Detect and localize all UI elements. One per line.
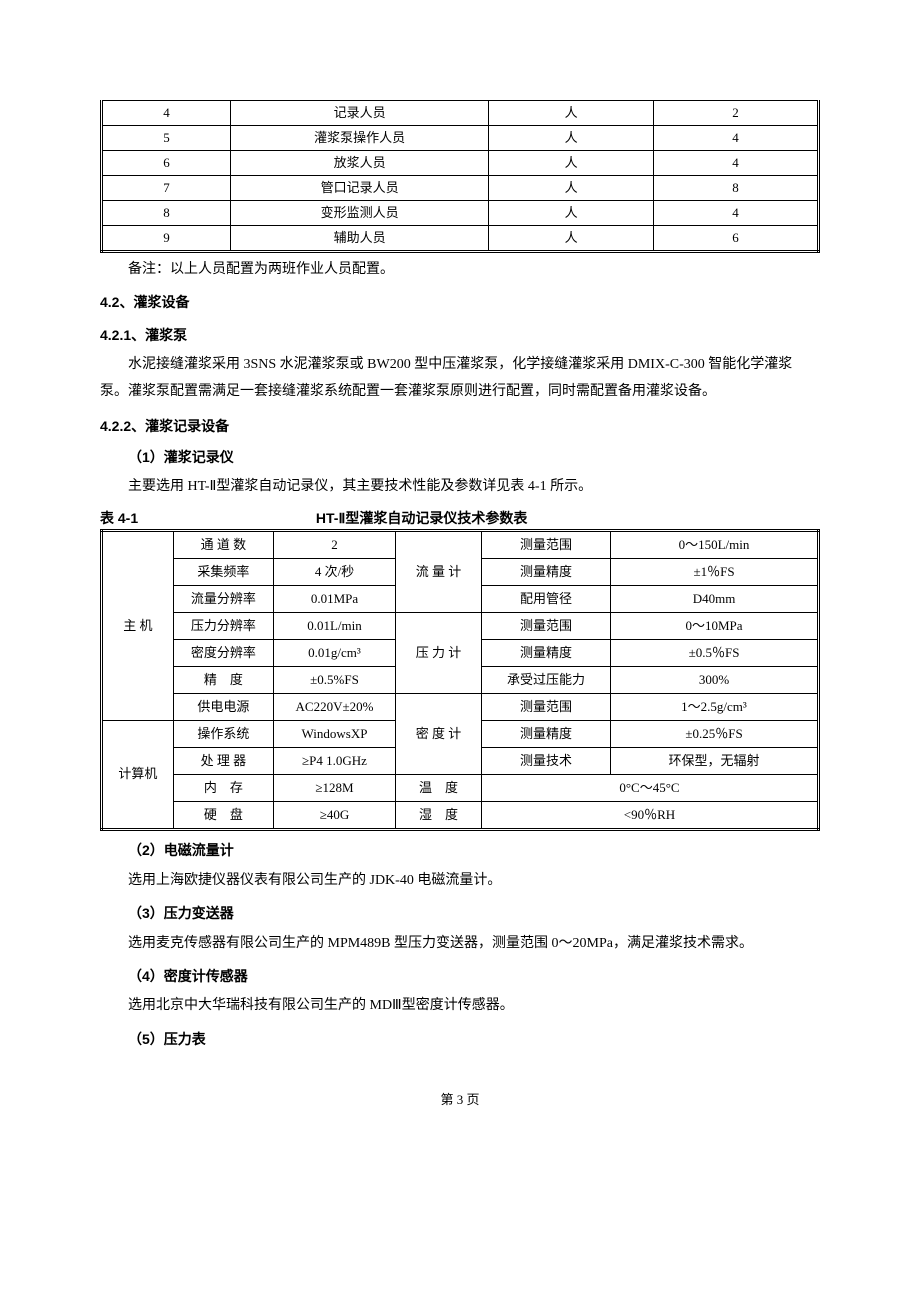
table-caption-center: HT-Ⅱ型灌浆自动记录仪技术参数表 <box>316 510 527 526</box>
table-cell: 2 <box>654 101 819 126</box>
para-pressure: 选用麦克传感器有限公司生产的 MPM489B 型压力变送器，测量范围 0～20M… <box>100 931 820 958</box>
heading-4-2-1: 4.2.1、灌浆泵 <box>100 324 820 346</box>
table-cell: 6 <box>654 226 819 252</box>
spec-group-temp: 温 度 <box>395 775 481 802</box>
spec-cell: <90％RH <box>481 802 818 830</box>
table-cell: 放浆人员 <box>231 151 489 176</box>
para-recorder: 主要选用 HT-Ⅱ型灌浆自动记录仪，其主要技术性能及参数详见表 4-1 所示。 <box>100 474 820 501</box>
table-caption: 表 4-1 HT-Ⅱ型灌浆自动记录仪技术参数表 <box>100 507 820 529</box>
heading-4-2: 4.2、灌浆设备 <box>100 291 820 313</box>
page-footer: 第 3 页 <box>100 1090 820 1111</box>
table-cell: 变形监测人员 <box>231 201 489 226</box>
spec-cell: 0.01MPa <box>274 586 396 613</box>
spec-cell: 0～150L/min <box>611 531 819 559</box>
spec-cell: 采集频率 <box>173 559 273 586</box>
spec-cell: 流量分辨率 <box>173 586 273 613</box>
spec-cell: 承受过压能力 <box>481 667 610 694</box>
spec-cell: 0～10MPa <box>611 613 819 640</box>
spec-cell: ±0.5%FS <box>274 667 396 694</box>
para-flowmeter: 选用上海欧捷仪器仪表有限公司生产的 JDK-40 电磁流量计。 <box>100 868 820 895</box>
table-caption-left: 表 4-1 <box>100 510 138 526</box>
spec-cell: 测量精度 <box>481 559 610 586</box>
spec-group-pressure: 压 力 计 <box>395 613 481 694</box>
spec-cell: 供电电源 <box>173 694 273 721</box>
spec-cell: 测量范围 <box>481 531 610 559</box>
para-4-2-1: 水泥接缝灌浆采用 3SNS 水泥灌浆泵或 BW200 型中压灌浆泵，化学接缝灌浆… <box>100 352 820 405</box>
spec-cell: WindowsXP <box>274 721 396 748</box>
spec-cell: ±0.25％FS <box>611 721 819 748</box>
spec-cell: AC220V±20% <box>274 694 396 721</box>
spec-cell: ≥P4 1.0GHz <box>274 748 396 775</box>
spec-cell: 配用管径 <box>481 586 610 613</box>
table-cell: 人 <box>489 176 654 201</box>
subhead-1: （1）灌浆记录仪 <box>100 446 820 468</box>
spec-cell: 环保型，无辐射 <box>611 748 819 775</box>
spec-cell: 操作系统 <box>173 721 273 748</box>
spec-cell: 测量范围 <box>481 694 610 721</box>
table-cell: 4 <box>654 201 819 226</box>
spec-cell: 测量精度 <box>481 721 610 748</box>
spec-cell: 密度分辨率 <box>173 640 273 667</box>
table-cell: 灌浆泵操作人员 <box>231 126 489 151</box>
table-cell: 人 <box>489 126 654 151</box>
subhead-2: （2）电磁流量计 <box>100 839 820 861</box>
table-cell: 4 <box>102 101 231 126</box>
table-cell: 9 <box>102 226 231 252</box>
table-cell: 4 <box>654 126 819 151</box>
spec-cell: 0.01L/min <box>274 613 396 640</box>
spec-table: 主 机 通 道 数 2 流 量 计 测量范围 0～150L/min 采集频率 4… <box>100 529 820 831</box>
spec-cell: 4 次/秒 <box>274 559 396 586</box>
spec-group-computer: 计算机 <box>102 721 174 830</box>
table-cell: 8 <box>102 201 231 226</box>
spec-cell: 2 <box>274 531 396 559</box>
spec-group-density: 密 度 计 <box>395 694 481 775</box>
table-cell: 管口记录人员 <box>231 176 489 201</box>
spec-cell: ±1％FS <box>611 559 819 586</box>
table-cell: 7 <box>102 176 231 201</box>
spec-cell: 0°C～45°C <box>481 775 818 802</box>
heading-4-2-2: 4.2.2、灌浆记录设备 <box>100 415 820 437</box>
table-cell: 记录人员 <box>231 101 489 126</box>
table-cell: 5 <box>102 126 231 151</box>
spec-group-host: 主 机 <box>102 531 174 721</box>
spec-cell: 1～2.5g/cm³ <box>611 694 819 721</box>
spec-cell: 精 度 <box>173 667 273 694</box>
spec-cell: 测量精度 <box>481 640 610 667</box>
spec-cell: 测量技术 <box>481 748 610 775</box>
spec-cell: ≥128M <box>274 775 396 802</box>
table-cell: 人 <box>489 201 654 226</box>
spec-cell: ≥40G <box>274 802 396 830</box>
spec-cell: 内 存 <box>173 775 273 802</box>
subhead-4: （4）密度计传感器 <box>100 965 820 987</box>
table-cell: 辅助人员 <box>231 226 489 252</box>
table-cell: 6 <box>102 151 231 176</box>
spec-group-flow: 流 量 计 <box>395 531 481 613</box>
table-cell: 人 <box>489 101 654 126</box>
table-cell: 人 <box>489 151 654 176</box>
spec-cell: 压力分辨率 <box>173 613 273 640</box>
spec-cell: 硬 盘 <box>173 802 273 830</box>
spec-cell: 通 道 数 <box>173 531 273 559</box>
para-density: 选用北京中大华瑞科技有限公司生产的 MDⅢ型密度计传感器。 <box>100 993 820 1020</box>
spec-cell: 测量范围 <box>481 613 610 640</box>
spec-cell: 处 理 器 <box>173 748 273 775</box>
subhead-3: （3）压力变送器 <box>100 902 820 924</box>
subhead-5: （5）压力表 <box>100 1028 820 1050</box>
personnel-table: 4记录人员人25灌浆泵操作人员人46放浆人员人47管口记录人员人88变形监测人员… <box>100 100 820 253</box>
personnel-note: 备注：以上人员配置为两班作业人员配置。 <box>100 259 820 281</box>
spec-cell: ±0.5％FS <box>611 640 819 667</box>
table-cell: 人 <box>489 226 654 252</box>
table-cell: 4 <box>654 151 819 176</box>
spec-cell: 0.01g/cm³ <box>274 640 396 667</box>
spec-group-humid: 湿 度 <box>395 802 481 830</box>
spec-cell: D40mm <box>611 586 819 613</box>
table-cell: 8 <box>654 176 819 201</box>
spec-cell: 300% <box>611 667 819 694</box>
